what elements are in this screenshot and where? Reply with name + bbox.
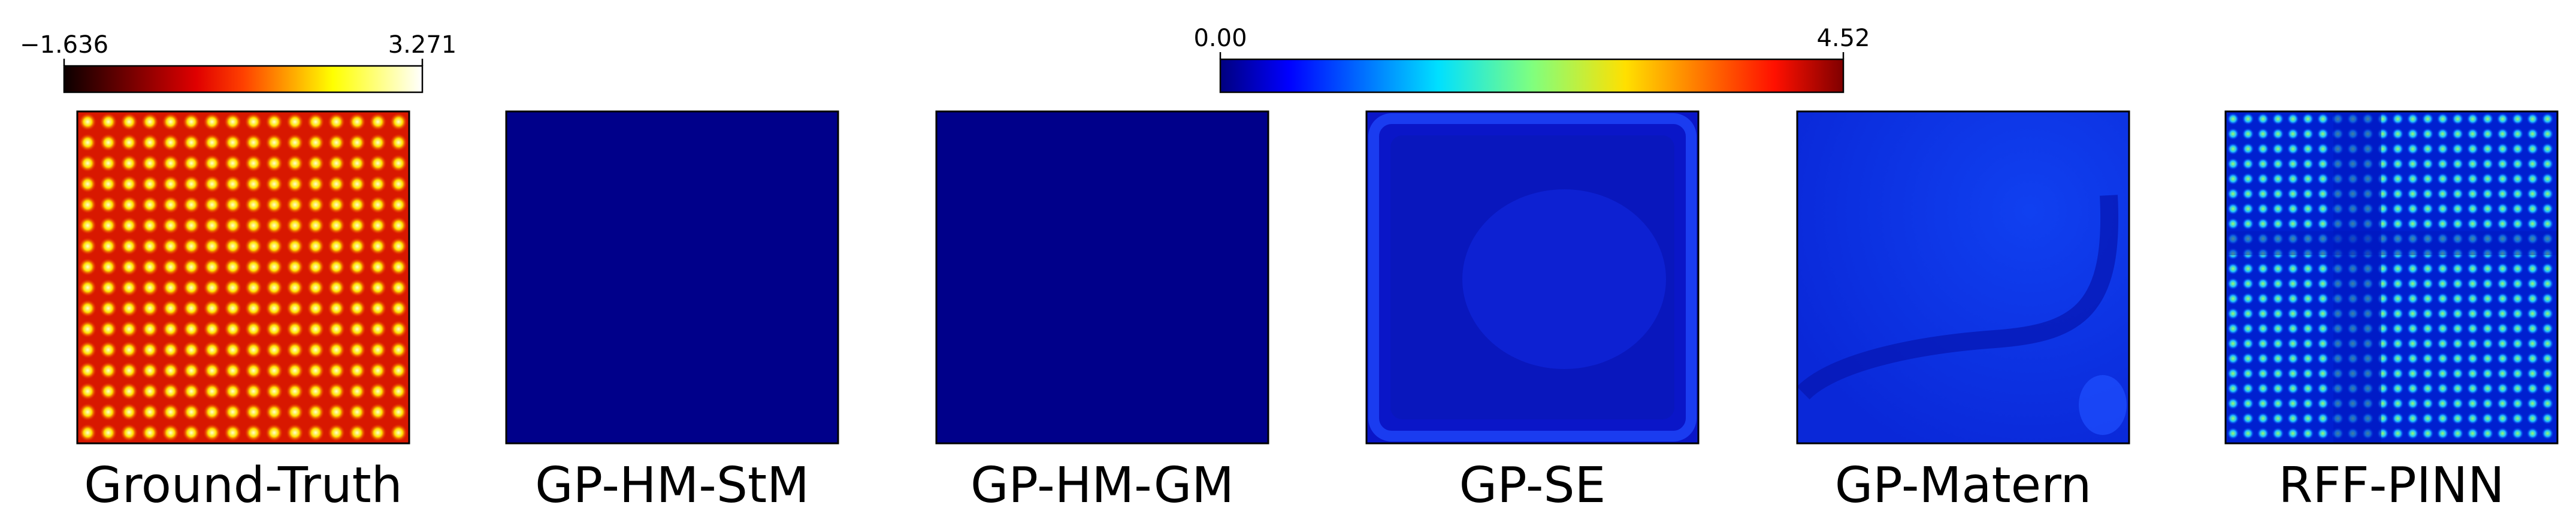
colorbar (63, 65, 424, 93)
heatmap (506, 111, 838, 443)
panel-frame (935, 110, 1269, 445)
heatmap (77, 111, 409, 443)
panel-label: Ground-Truth (84, 457, 403, 514)
tick-label: 0.00 (1193, 25, 1247, 52)
panel-frame (505, 110, 839, 445)
panel-label: RFF-PINN (2278, 457, 2504, 514)
heatmap-detail (1797, 195, 2118, 400)
heatmap-detail (2226, 231, 2557, 255)
panel-frame (1365, 110, 1700, 445)
heatmap-detail (2333, 111, 2381, 443)
panel-label: GP-HM-StM (535, 457, 809, 514)
colorbar (1219, 58, 1845, 93)
panel-label: GP-HM-GM (970, 457, 1234, 514)
heatmap (936, 111, 1268, 443)
tick-label: 4.52 (1816, 25, 1870, 52)
tick-label: 3.271 (388, 31, 457, 59)
panel-label: GP-SE (1459, 457, 1606, 514)
panel-frame (76, 110, 410, 445)
heatmap-detail (1462, 189, 1666, 369)
heatmap-detail (2079, 375, 2127, 435)
panel-frame (2224, 110, 2559, 445)
heatmap-detail (1368, 113, 1697, 442)
tick-label: −1.636 (20, 31, 108, 59)
panel-frame (1796, 110, 2130, 445)
heatmap (1797, 111, 2129, 443)
heatmap (2226, 111, 2557, 443)
panel-label: GP-Matern (1835, 457, 2092, 514)
